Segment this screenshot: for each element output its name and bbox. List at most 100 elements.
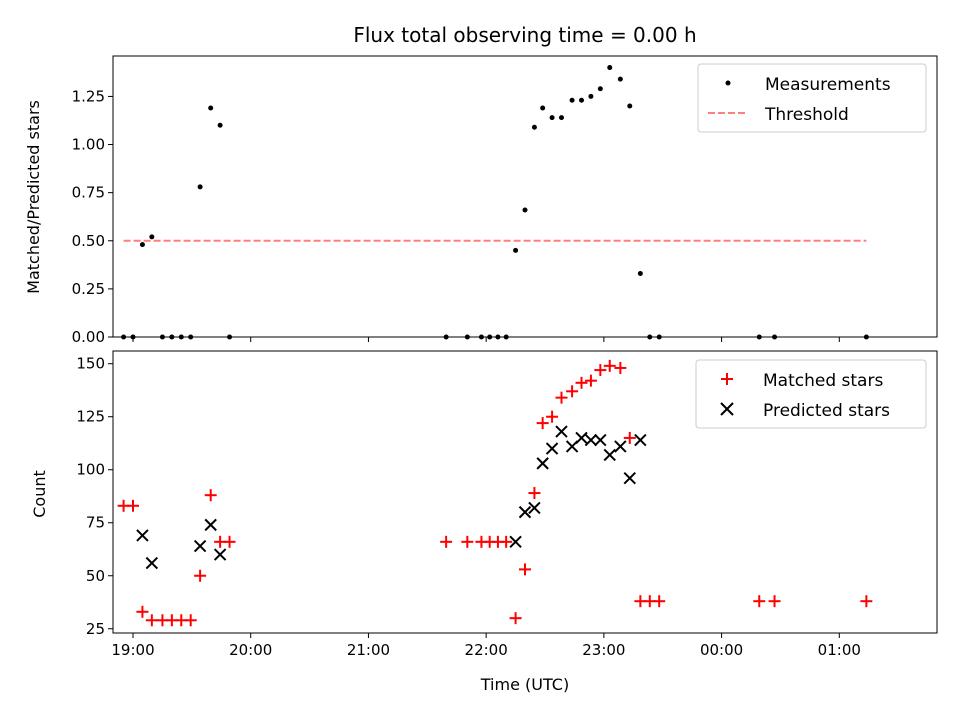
matched-star-point (136, 605, 149, 618)
matched-star-point (528, 487, 541, 500)
y-tick-label: 150 (76, 355, 105, 373)
measurement-point (637, 270, 643, 276)
x-tick-label: 22:00 (465, 641, 508, 659)
predicted-star-point (536, 457, 549, 470)
x-tick-label: 00:00 (700, 641, 743, 659)
predicted-star-point (136, 529, 149, 542)
matched-star-point (204, 489, 217, 502)
measurement-point (139, 242, 145, 248)
measurement-point (540, 105, 546, 111)
legend-measurements-label: Measurements (765, 75, 891, 95)
predicted-star-point (584, 433, 598, 447)
bottom-plot-marks (117, 359, 873, 627)
bottom-y-ticks: 25 50 75 100 125 150 (76, 355, 113, 638)
y-tick-label: 1.00 (72, 136, 105, 154)
measurement-point (513, 247, 519, 253)
top-axes-frame (112, 55, 938, 338)
measurement-point (569, 97, 575, 103)
predicted-star-point (603, 448, 616, 462)
predicted-star-point (213, 548, 227, 561)
measurement-point (597, 86, 603, 92)
legend-matched-label: Matched stars (763, 371, 883, 391)
legend-matched-marker (721, 373, 733, 385)
matched-star-point (860, 595, 873, 608)
matched-star-point (614, 361, 627, 374)
x-tick-label: 01:00 (818, 641, 861, 659)
legend-predicted-label: Predicted stars (763, 401, 890, 421)
matched-star-point (653, 595, 666, 608)
measurement-point (522, 207, 528, 213)
bottom-axes: Count Time (UTC) 25 50 75 100 125 150 19:00 20… (30, 350, 938, 694)
top-legend: Measurements Threshold (697, 63, 927, 133)
bottom-x-ticks: 19:00 20:00 21:00 22:00 23:00 00:00 01:00 (111, 633, 861, 659)
measurement-point (531, 124, 537, 130)
matched-star-point (768, 595, 781, 608)
predicted-star-point (145, 556, 159, 570)
matched-star-point (584, 374, 597, 387)
matched-star-point (546, 410, 559, 423)
matched-star-point (223, 535, 236, 548)
measurement-point (149, 234, 155, 240)
y-tick-label: 0.75 (72, 184, 105, 202)
x-tick-label: 23:00 (582, 641, 625, 659)
y-tick-label: 100 (76, 461, 105, 479)
x-tick-label: 20:00 (229, 641, 272, 659)
top-legend-box (697, 63, 927, 133)
matched-star-point (623, 431, 636, 444)
top-axes: Flux total observing time = 0.00 h Match… (24, 23, 938, 346)
top-y-ticks: 0.00 0.25 0.50 0.75 1.00 1.25 (72, 87, 113, 346)
predicted-star-point (575, 431, 588, 445)
predicted-star-point (528, 501, 541, 515)
bottom-axes-frame (112, 350, 938, 634)
y-tick-label: 125 (76, 408, 105, 426)
matched-star-point (536, 417, 549, 430)
matched-star-point (500, 535, 513, 548)
y-tick-label: 1.25 (72, 87, 105, 105)
matched-star-point (461, 535, 474, 548)
measurement-point (208, 105, 214, 111)
predicted-star-point (555, 425, 568, 438)
predicted-star-point (614, 440, 627, 453)
predicted-star-point (204, 518, 217, 532)
predicted-star-point (545, 442, 559, 455)
legend-measurements-marker (725, 80, 731, 86)
legend-predicted-marker (720, 402, 734, 416)
measurement-point (607, 65, 613, 71)
predicted-star-point (634, 433, 647, 447)
matched-star-point (194, 569, 207, 582)
measurement-point (549, 115, 555, 121)
matched-star-point (145, 614, 158, 627)
matched-star-point (127, 499, 140, 512)
top-chart-title: Flux total observing time = 0.00 h (353, 23, 696, 47)
x-tick-label: 19:00 (111, 641, 154, 659)
measurement-point (558, 115, 564, 121)
predicted-star-point (623, 472, 636, 485)
predicted-star-point (193, 539, 207, 553)
matched-star-point (566, 385, 579, 398)
y-tick-label: 0.00 (72, 328, 105, 346)
predicted-star-point (594, 433, 607, 447)
bottom-y-axis-label: Count (30, 470, 49, 518)
matched-star-point (440, 535, 453, 548)
top-plot-marks (121, 65, 869, 340)
y-tick-label: 50 (86, 567, 105, 585)
measurement-point (579, 97, 585, 103)
matched-star-point (184, 614, 197, 627)
matched-star-point (603, 359, 616, 372)
predicted-star-point (518, 505, 532, 519)
legend-threshold-label: Threshold (764, 105, 849, 125)
measurement-point (217, 122, 223, 128)
measurement-point (627, 103, 633, 109)
x-tick-label: 21:00 (347, 641, 390, 659)
matched-star-point (519, 563, 531, 576)
y-tick-label: 75 (86, 514, 105, 532)
y-tick-label: 25 (86, 620, 105, 638)
top-y-axis-label: Matched/Predicted stars (24, 100, 43, 294)
y-tick-label: 0.50 (72, 232, 105, 250)
matched-star-point (753, 595, 766, 608)
matched-star-point (594, 364, 607, 377)
measurement-point (588, 93, 594, 99)
measurement-point (197, 184, 203, 190)
bottom-legend: Matched stars Predicted stars (695, 359, 927, 429)
